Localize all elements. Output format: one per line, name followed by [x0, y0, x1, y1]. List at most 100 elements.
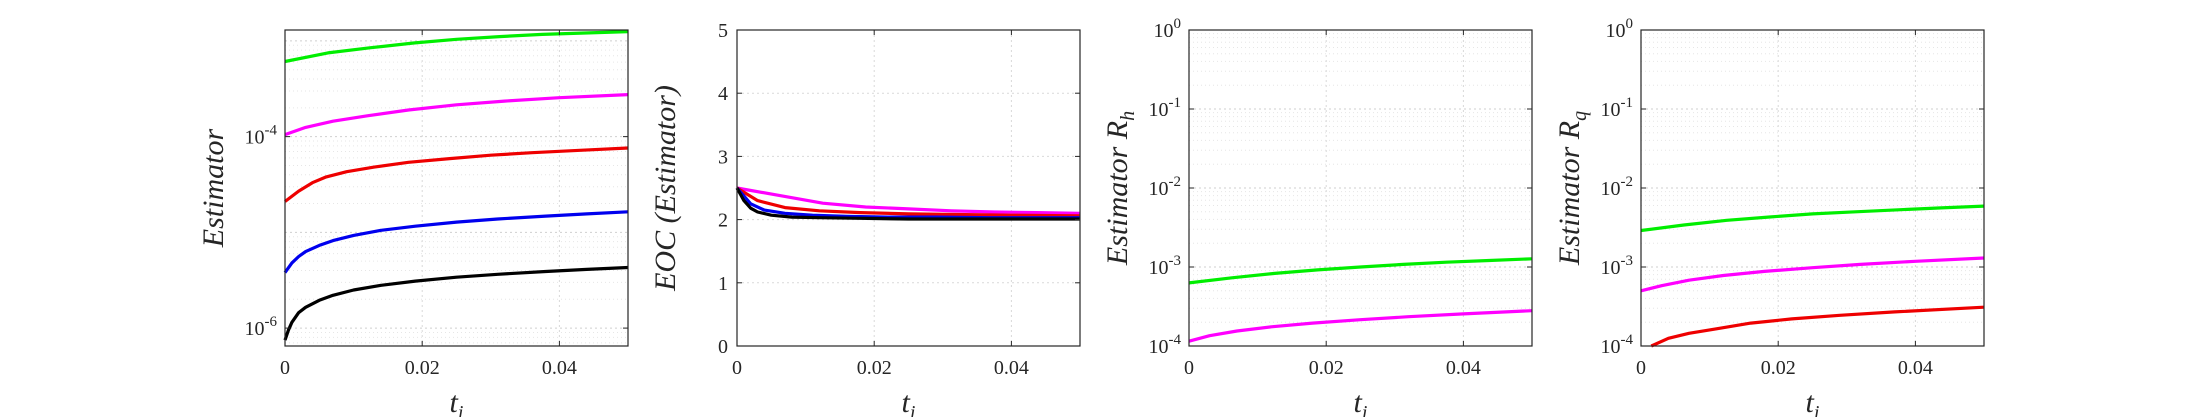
y-axis-label-main: Estimator R — [1101, 121, 1134, 266]
y-tick-label: 10-2 — [1149, 174, 1182, 200]
y-tick-label-exponent: -3 — [1169, 253, 1182, 269]
series-line-1 — [284, 30, 629, 64]
plot-area — [285, 30, 628, 346]
y-tick-label-exponent: -6 — [265, 314, 278, 330]
y-axis-label-main: Estimator R — [1553, 121, 1586, 266]
axes-box — [284, 29, 629, 347]
y-tick-label: 10-1 — [1149, 95, 1182, 121]
y-tick-label: 10-3 — [1601, 253, 1634, 279]
series-line-1 — [1188, 257, 1533, 285]
series-line-4 — [283, 210, 629, 274]
x-axis-label-subscript: i — [1814, 402, 1820, 417]
x-tick-label: 0.04 — [1446, 357, 1481, 379]
x-tick-label: 0.02 — [1309, 357, 1344, 379]
y-tick-label-exponent: -4 — [1169, 332, 1182, 348]
x-tick-label: 0.02 — [857, 357, 892, 379]
y-tick-label-base: 10 — [245, 127, 265, 149]
y-tick-label-exponent: -2 — [1621, 174, 1634, 190]
y-tick-label-base: 10 — [1606, 20, 1626, 42]
x-axis-label: ti — [1806, 386, 1820, 417]
series-line-2 — [1640, 256, 1985, 293]
y-tick-label-exponent: 0 — [1174, 16, 1182, 32]
plot-area — [737, 30, 1080, 346]
x-axis-label-main: t — [1806, 386, 1815, 417]
y-axis-label: Estimator — [197, 129, 230, 249]
x-axis-label: ti — [450, 386, 464, 417]
y-tick-label: 100 — [1606, 16, 1634, 42]
y-tick-label-base: 10 — [245, 318, 265, 340]
y-tick-label: 2 — [718, 210, 728, 232]
y-tick-label: 10-4 — [1149, 332, 1182, 358]
y-tick-label-exponent: -4 — [1621, 332, 1634, 348]
grid — [284, 30, 628, 346]
y-tick-label: 10-1 — [1601, 95, 1634, 121]
series-line-2 — [1188, 309, 1533, 343]
x-tick-label: 0 — [732, 357, 742, 379]
y-tick-label: 10-4 — [1601, 332, 1634, 358]
subplot-4: 0 0.02 0.0410-410-310-210-1100tiEstimator … — [1553, 16, 1985, 417]
x-axis-label-main: t — [450, 386, 459, 417]
y-axis-label-subscript: q — [1569, 111, 1591, 121]
series-line-3 — [284, 146, 629, 203]
y-tick-label-exponent: -1 — [1621, 95, 1634, 111]
subplot-3: 0 0.02 0.0410-410-310-210-1100tiEstimator … — [1101, 16, 1533, 417]
x-tick-label: 0.02 — [405, 357, 440, 379]
series-group — [1188, 257, 1533, 343]
x-axis-label-subscript: i — [458, 402, 464, 417]
y-axis-label: EOC (Estimator) — [649, 85, 682, 292]
y-axis-label-main: EOC (Estimator) — [649, 85, 682, 292]
series-group — [283, 30, 629, 341]
y-tick-label: 4 — [718, 83, 728, 105]
y-axis-label-subscript: h — [1117, 111, 1139, 121]
y-tick-label: 10-2 — [1601, 174, 1634, 200]
x-tick-label: 0 — [1636, 357, 1646, 379]
x-tick-label: 0.04 — [542, 357, 577, 379]
x-axis-label-subscript: i — [910, 402, 916, 417]
y-tick-label-base: 10 — [1601, 336, 1621, 358]
y-tick-label-exponent: -3 — [1621, 253, 1634, 269]
y-axis-label: Estimator Rh — [1101, 111, 1139, 266]
series-line-3 — [735, 186, 1080, 220]
y-tick-label: 5 — [718, 20, 728, 42]
y-tick-label-base: 10 — [1601, 178, 1621, 200]
subplot-2: 0 0.02 0.04 0 1 2 3 4 5 ti EOC (Estimator) — [649, 20, 1081, 417]
y-tick-label: 3 — [718, 146, 728, 168]
axes-box — [736, 29, 1081, 347]
series-group — [735, 186, 1081, 221]
y-tick-label: 10-6 — [245, 314, 278, 340]
y-tick-label-base: 10 — [1149, 257, 1169, 279]
y-axis-label-main: Estimator — [197, 129, 230, 249]
series-group — [1640, 204, 1985, 348]
series-line-3 — [1650, 305, 1985, 348]
y-tick-label: 100 — [1154, 16, 1182, 42]
series-line-2 — [736, 186, 1081, 218]
y-tick-label-base: 10 — [1149, 178, 1169, 200]
x-tick-label: 0.04 — [994, 357, 1029, 379]
x-axis-label: ti — [1354, 386, 1368, 417]
x-tick-label: 0.02 — [1761, 357, 1796, 379]
y-tick-label-base: 10 — [1154, 20, 1174, 42]
x-tick-label: 0 — [1184, 357, 1194, 379]
y-tick-label: 10-4 — [245, 123, 278, 149]
series-line-1 — [1640, 204, 1985, 233]
y-tick-label-exponent: -1 — [1169, 95, 1182, 111]
series-line-1 — [736, 186, 1081, 215]
series-line-4 — [735, 187, 1080, 221]
x-axis-label-main: t — [902, 386, 911, 417]
x-axis-label: ti — [902, 386, 916, 417]
y-tick-label-base: 10 — [1601, 99, 1621, 121]
x-tick-label: 0.04 — [1898, 357, 1933, 379]
y-tick-label-base: 10 — [1601, 257, 1621, 279]
series-line-5 — [283, 265, 629, 341]
y-tick-label-exponent: -4 — [265, 123, 278, 139]
y-axis-label: Estimator Rq — [1553, 111, 1591, 266]
y-tick-label-base: 10 — [1149, 336, 1169, 358]
y-tick-label: 1 — [718, 273, 728, 295]
x-axis-label-main: t — [1354, 386, 1363, 417]
y-tick-label-base: 10 — [1149, 99, 1169, 121]
series-line-2 — [284, 93, 629, 137]
y-tick-label-exponent: -2 — [1169, 174, 1182, 190]
x-axis-label-subscript: i — [1362, 402, 1368, 417]
